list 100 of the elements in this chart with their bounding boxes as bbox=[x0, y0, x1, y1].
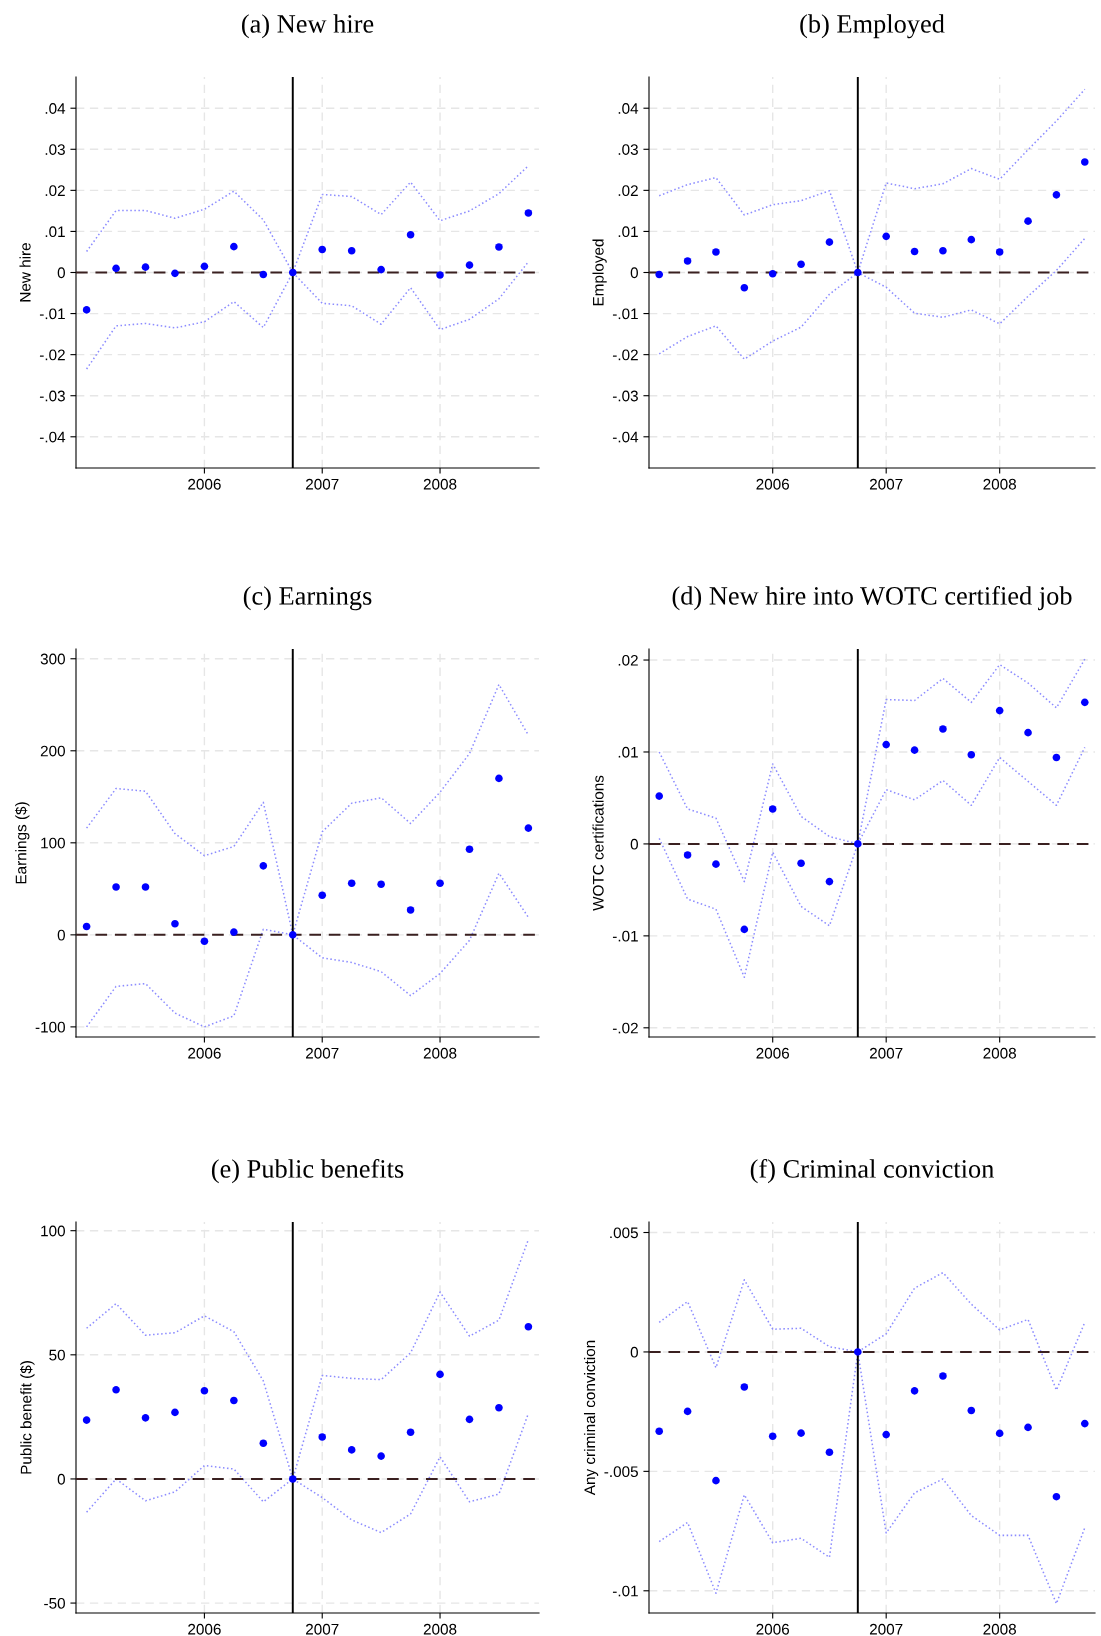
point bbox=[797, 1429, 805, 1437]
y-tick-label: -.01 bbox=[612, 1585, 638, 1597]
point bbox=[141, 1414, 150, 1422]
y-axis-title: WOTC certifications bbox=[592, 775, 604, 911]
point bbox=[967, 1406, 976, 1415]
y-tick-label: .03 bbox=[45, 144, 65, 155]
point bbox=[1052, 1492, 1061, 1501]
point bbox=[1080, 698, 1089, 707]
x-tick-label: 2008 bbox=[423, 478, 457, 490]
point bbox=[259, 1439, 268, 1447]
point bbox=[967, 235, 976, 244]
point bbox=[377, 1452, 385, 1460]
point bbox=[854, 1348, 862, 1356]
point bbox=[288, 268, 297, 277]
x-tick-label: 2007 bbox=[306, 1047, 339, 1059]
point bbox=[939, 1372, 947, 1380]
x-tick-label: 2006 bbox=[188, 1623, 221, 1635]
point bbox=[910, 247, 919, 256]
y-tick-label: 0 bbox=[630, 1346, 638, 1358]
point bbox=[82, 922, 91, 931]
point bbox=[825, 1448, 834, 1457]
x-tick-label: 2008 bbox=[983, 1047, 1016, 1059]
y-axis-title: Earnings ($) bbox=[14, 802, 30, 884]
point bbox=[112, 264, 120, 273]
point bbox=[377, 880, 385, 889]
chart-title: (e) Public benefits bbox=[211, 1158, 404, 1184]
y-tick-label: .01 bbox=[618, 226, 638, 238]
chart-title: (c) Earnings bbox=[243, 586, 372, 611]
point bbox=[288, 931, 297, 939]
y-tick-label: -.04 bbox=[612, 431, 639, 443]
point bbox=[683, 1407, 692, 1416]
point bbox=[825, 877, 834, 886]
point bbox=[436, 879, 444, 888]
point bbox=[712, 248, 720, 256]
y-tick-label: -.02 bbox=[612, 349, 638, 361]
line-series bbox=[658, 237, 1086, 360]
y-tick-label: -.01 bbox=[612, 930, 638, 942]
y-axis-title: New hire bbox=[19, 243, 31, 302]
x-tick-label: 2007 bbox=[306, 478, 339, 490]
y-tick-label: 100 bbox=[41, 1225, 65, 1237]
point bbox=[200, 937, 209, 946]
point bbox=[82, 1416, 91, 1424]
point bbox=[347, 879, 356, 888]
point bbox=[495, 1403, 503, 1412]
y-tick-label: .02 bbox=[618, 185, 638, 197]
point bbox=[854, 268, 862, 277]
point bbox=[406, 230, 415, 239]
y-tick-label: -.01 bbox=[39, 308, 65, 320]
point bbox=[171, 269, 179, 278]
point bbox=[406, 1428, 415, 1437]
point bbox=[740, 925, 749, 934]
y-tick-label: -.005 bbox=[604, 1466, 638, 1478]
point bbox=[1024, 1423, 1032, 1432]
point bbox=[465, 261, 474, 269]
point bbox=[112, 1386, 120, 1394]
point bbox=[740, 1383, 749, 1391]
line-series bbox=[85, 872, 530, 1028]
point bbox=[465, 1415, 474, 1424]
point bbox=[318, 1433, 327, 1441]
chart-title: (b) Employed bbox=[800, 14, 945, 39]
y-axis-title: Any criminal conviction bbox=[583, 1340, 599, 1496]
point bbox=[377, 265, 385, 274]
point bbox=[171, 920, 179, 928]
point bbox=[200, 262, 209, 271]
point bbox=[141, 263, 150, 271]
point bbox=[712, 1476, 720, 1485]
y-tick-label: 100 bbox=[41, 837, 65, 849]
x-tick-label: 2007 bbox=[869, 478, 903, 490]
point bbox=[740, 283, 749, 292]
y-tick-label: .03 bbox=[618, 144, 638, 155]
y-tick-label: -100 bbox=[35, 1021, 65, 1033]
y-tick-label: 0 bbox=[57, 267, 65, 279]
point bbox=[995, 706, 1004, 715]
point bbox=[495, 243, 503, 251]
x-tick-label: 2006 bbox=[756, 478, 790, 490]
y-tick-label: .04 bbox=[45, 103, 66, 114]
point bbox=[141, 883, 150, 891]
y-tick-label: .02 bbox=[45, 185, 65, 197]
x-tick-label: 2007 bbox=[869, 1623, 903, 1635]
y-tick-label: -.04 bbox=[39, 431, 66, 443]
point bbox=[655, 270, 664, 279]
point bbox=[655, 1427, 664, 1436]
point bbox=[406, 906, 415, 914]
point bbox=[797, 260, 805, 269]
point bbox=[1052, 191, 1061, 199]
point bbox=[939, 725, 947, 733]
chart-title: (d) New hire into WOTC certified job bbox=[672, 585, 1072, 611]
point bbox=[524, 824, 533, 832]
point bbox=[712, 860, 720, 868]
point bbox=[200, 1387, 209, 1395]
chart-title: (a) New hire bbox=[241, 14, 374, 39]
point bbox=[318, 891, 327, 900]
point bbox=[683, 851, 692, 859]
point bbox=[288, 1475, 297, 1483]
point bbox=[683, 257, 692, 265]
point bbox=[854, 840, 862, 848]
point bbox=[112, 883, 120, 891]
line-series bbox=[85, 261, 530, 370]
y-tick-label: -50 bbox=[44, 1597, 65, 1609]
y-tick-label: -.02 bbox=[612, 1022, 638, 1034]
